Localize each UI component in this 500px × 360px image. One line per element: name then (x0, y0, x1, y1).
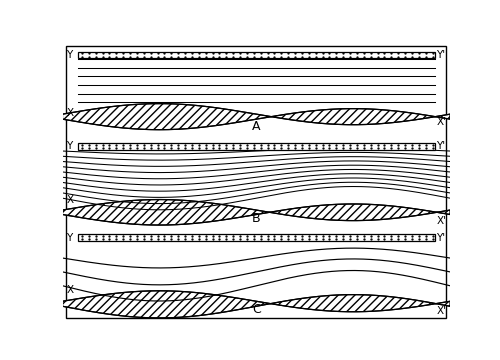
Text: Y: Y (66, 50, 72, 60)
Polygon shape (62, 199, 450, 225)
Text: Y: Y (66, 141, 72, 152)
Polygon shape (62, 104, 450, 130)
Text: X: X (66, 195, 73, 205)
Text: Y': Y' (436, 50, 446, 60)
Text: Y: Y (66, 233, 72, 243)
Text: X: X (66, 108, 73, 118)
Text: X: X (66, 285, 73, 295)
Text: B: B (252, 212, 260, 225)
Polygon shape (62, 291, 450, 318)
Text: C: C (252, 303, 260, 316)
Bar (78, 234, 434, 242)
Text: X': X' (436, 306, 446, 316)
Text: A: A (252, 120, 260, 133)
Bar (78, 51, 434, 58)
Text: X': X' (436, 117, 446, 127)
Text: Y': Y' (436, 141, 446, 152)
Bar (78, 143, 434, 150)
Text: Y': Y' (436, 233, 446, 243)
Text: X': X' (436, 216, 446, 226)
